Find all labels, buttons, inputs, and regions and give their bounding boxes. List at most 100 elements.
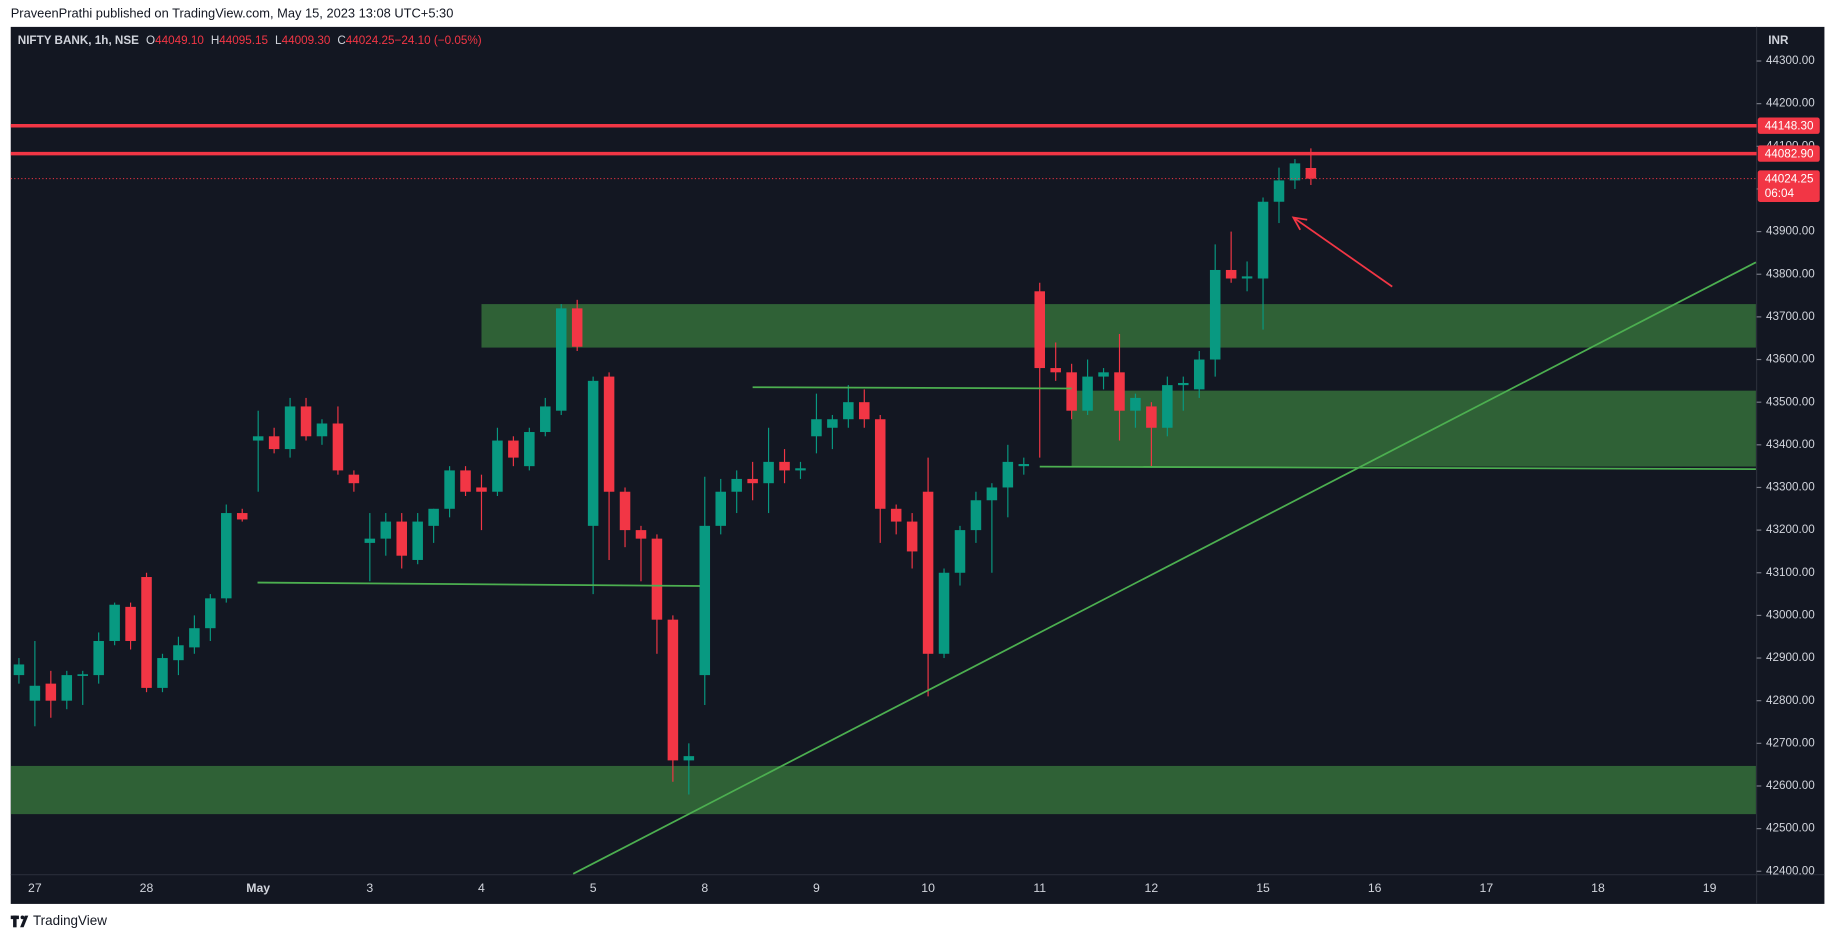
y-tick-label: 44300.00 xyxy=(1766,54,1815,67)
arrow xyxy=(1292,216,1393,288)
countdown: 06:04 xyxy=(1765,187,1795,200)
y-tick-label: 43800.00 xyxy=(1766,267,1815,280)
candle-body xyxy=(364,538,376,543)
y-tick-label: 43700.00 xyxy=(1766,310,1815,323)
candle-body xyxy=(1114,372,1125,411)
symbol: NIFTY BANK, 1h, NSE xyxy=(18,34,139,47)
x-tick-label: 15 xyxy=(1256,881,1270,895)
trend-line xyxy=(752,386,1072,390)
ohlc-value: −24.10 (−0.05%) xyxy=(395,34,482,47)
x-tick-label: 28 xyxy=(140,881,154,895)
ohlc-value: 44049.10 xyxy=(155,34,204,47)
candle-body xyxy=(747,478,758,484)
candle-body xyxy=(890,508,902,522)
candle-body xyxy=(221,513,232,599)
candle-body xyxy=(492,440,503,492)
y-tick-label: 42400.00 xyxy=(1766,864,1815,877)
candle-body xyxy=(157,658,168,688)
candle-body xyxy=(29,685,41,701)
chart-header: NIFTY BANK, 1h, NSE O44049.10 H44095.15 L44… xyxy=(18,34,482,47)
candle-body xyxy=(45,683,57,701)
candle-body xyxy=(380,521,392,539)
candle-body xyxy=(1193,359,1205,390)
candle-body xyxy=(1273,180,1285,202)
candle-body xyxy=(540,406,551,433)
candle-body xyxy=(986,487,998,501)
candle-body xyxy=(1130,397,1141,411)
candle-body xyxy=(300,406,312,437)
candle-body xyxy=(906,521,918,552)
arrow-head xyxy=(1291,216,1308,231)
candle-body xyxy=(1257,201,1269,279)
currency: INR xyxy=(1768,34,1789,47)
ohlc-value: 44009.30 xyxy=(282,34,331,47)
y-tick-label: 43200.00 xyxy=(1766,523,1815,536)
candle-body xyxy=(555,308,567,411)
zones xyxy=(10,304,1756,815)
y-tick-label: 44200.00 xyxy=(1766,97,1815,110)
candle-body xyxy=(603,376,615,492)
drawings xyxy=(10,123,1757,875)
candle-body xyxy=(348,474,360,484)
price-badge xyxy=(1757,145,1820,162)
candle-body xyxy=(284,406,296,450)
candle-body xyxy=(93,640,104,676)
candle-body xyxy=(587,380,599,526)
candle-body xyxy=(1002,461,1014,488)
ohlc-value: 44024.25 xyxy=(346,34,395,47)
candle-body xyxy=(922,491,934,654)
candle-body xyxy=(173,645,184,661)
trend-line xyxy=(1039,465,1756,471)
ohlc-key: H xyxy=(211,34,219,47)
x-tick-label: 3 xyxy=(366,881,373,895)
candle-body xyxy=(332,423,344,471)
candle-body xyxy=(1082,376,1093,411)
candle-body xyxy=(1034,291,1045,369)
candle-body xyxy=(1146,406,1157,428)
candle-body xyxy=(77,674,88,676)
zone xyxy=(481,304,1756,348)
x-tick-label: 5 xyxy=(590,881,597,895)
x-tick-label: 27 xyxy=(28,881,42,895)
x-tick-label: 9 xyxy=(813,881,820,895)
x-tick-label: 12 xyxy=(1145,881,1159,895)
y-tick-label: 42900.00 xyxy=(1766,651,1815,664)
candle-body xyxy=(635,530,647,539)
last-price-label: 44024.25 xyxy=(1765,172,1814,185)
candle-body xyxy=(141,577,152,688)
ohlc-key: C xyxy=(337,34,345,47)
candle-body xyxy=(970,500,982,531)
candle-body xyxy=(651,538,663,620)
candle-body xyxy=(715,491,726,526)
zone xyxy=(10,765,1756,815)
candle-body xyxy=(1066,372,1077,411)
candle-body xyxy=(412,521,423,560)
ohlc-value: 44095.15 xyxy=(219,34,268,47)
ohlc-key: O xyxy=(146,34,155,47)
publisher: PraveenPrathi published on TradingView.c… xyxy=(11,5,454,20)
x-tick-label: 8 xyxy=(701,881,708,895)
candle-body xyxy=(954,530,966,573)
brand: TradingView xyxy=(33,913,107,928)
candle-body xyxy=(268,436,280,450)
candle-body xyxy=(827,419,838,428)
x-tick-label: 16 xyxy=(1368,881,1382,895)
candle-body xyxy=(428,508,439,526)
brand-logo xyxy=(10,915,29,928)
candle-body xyxy=(476,487,487,492)
candle-body xyxy=(763,461,774,484)
candle-body xyxy=(779,461,790,471)
candle-body xyxy=(236,513,248,520)
candle-body xyxy=(795,468,806,471)
y-tick-label: 43500.00 xyxy=(1766,395,1815,408)
candle-body xyxy=(1178,382,1189,386)
y-tick-label: 42800.00 xyxy=(1766,694,1815,707)
candle-body xyxy=(874,419,886,509)
zone xyxy=(1071,390,1756,467)
y-tick-label: 42500.00 xyxy=(1766,822,1815,835)
y-tick-label: 42600.00 xyxy=(1766,779,1815,792)
y-tick-label: 43600.00 xyxy=(1766,353,1815,366)
candle-body xyxy=(316,423,328,437)
